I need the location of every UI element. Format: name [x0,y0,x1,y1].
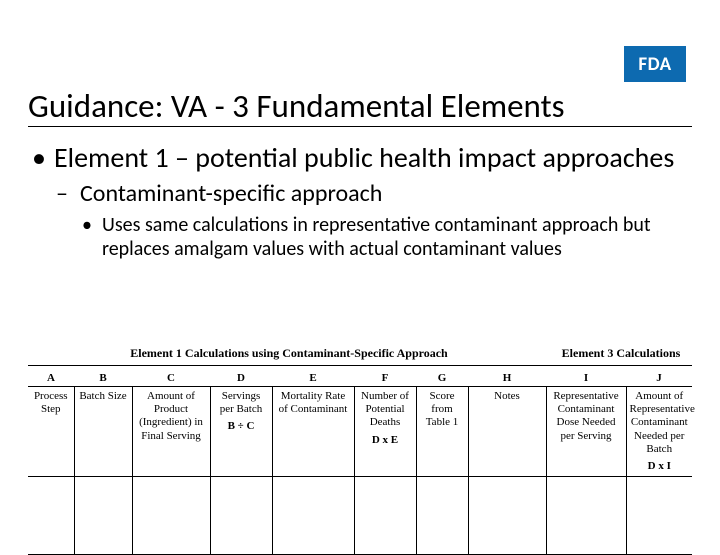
bullet-lvl1: Element 1 – potential public health impa… [28,142,692,261]
table-empty-row [28,477,692,555]
col-label: Amount of Product (Ingredient) in Final … [132,387,210,477]
col-label-text: Notes [494,390,520,402]
bullet-lvl2: Contaminant-specific approach Uses same … [54,180,692,261]
table-letter-row: A B C D E F G H I J [28,370,692,387]
col-formula: D x E [358,434,413,447]
col-letter: H [468,370,546,387]
calculations-table-region: Element 1 Calculations using Contaminant… [28,346,692,555]
col-label-text: Servings per Batch [220,390,262,415]
table-label-row: Process Step Batch Size Amount of Produc… [28,387,692,477]
col-label-text: Score from Table 1 [426,390,459,428]
col-letter: F [354,370,416,387]
col-label: Number of Potential Deaths D x E [354,387,416,477]
section-header-left: Element 1 Calculations using Contaminant… [28,346,550,361]
col-label: Batch Size [74,387,132,477]
col-formula: D x I [630,460,690,473]
col-label-text: Number of Potential Deaths [361,390,409,428]
bullet-lvl3-text: Uses same calculations in representative… [102,213,651,261]
slide: FDA Guidance: VA - 3 Fundamental Element… [0,0,720,540]
col-label: Mortality Rate of Contaminant [272,387,354,477]
col-label: Score from Table 1 [416,387,468,477]
col-letter: I [546,370,626,387]
section-headers-row: Element 1 Calculations using Contaminant… [28,346,692,366]
col-label-text: Amount of Product (Ingredient) in Final … [139,390,203,442]
col-label: Notes [468,387,546,477]
col-letter: G [416,370,468,387]
col-label-text: Amount of Representative Contaminant Nee… [630,390,695,455]
col-letter: D [210,370,272,387]
col-label: Amount of Representative Contaminant Nee… [626,387,692,477]
col-label-text: Mortality Rate of Contaminant [279,390,348,415]
slide-title: Guidance: VA - 3 Fundamental Elements [28,88,692,127]
bullet-lvl2-text: Contaminant-specific approach [80,179,382,208]
bullet-lvl1-text: Element 1 – potential public health impa… [54,140,674,175]
col-letter: A [28,370,74,387]
fda-logo: FDA [624,46,686,82]
col-label: Representative Contaminant Dose Needed p… [546,387,626,477]
col-label-text: Batch Size [79,390,126,402]
col-letter: E [272,370,354,387]
col-label: Servings per Batch B ÷ C [210,387,272,477]
calculations-table: A B C D E F G H I J Process Step Batch S… [28,370,692,555]
col-letter: B [74,370,132,387]
col-label-text: Process Step [34,390,68,415]
section-header-right: Element 3 Calculations [550,346,692,361]
col-label: Process Step [28,387,74,477]
col-letter: J [626,370,692,387]
col-formula: B ÷ C [214,420,269,433]
slide-body: Element 1 – potential public health impa… [28,142,692,267]
bullet-lvl3: Uses same calculations in representative… [80,213,692,261]
col-label-text: Representative Contaminant Dose Needed p… [553,390,618,442]
col-letter: C [132,370,210,387]
